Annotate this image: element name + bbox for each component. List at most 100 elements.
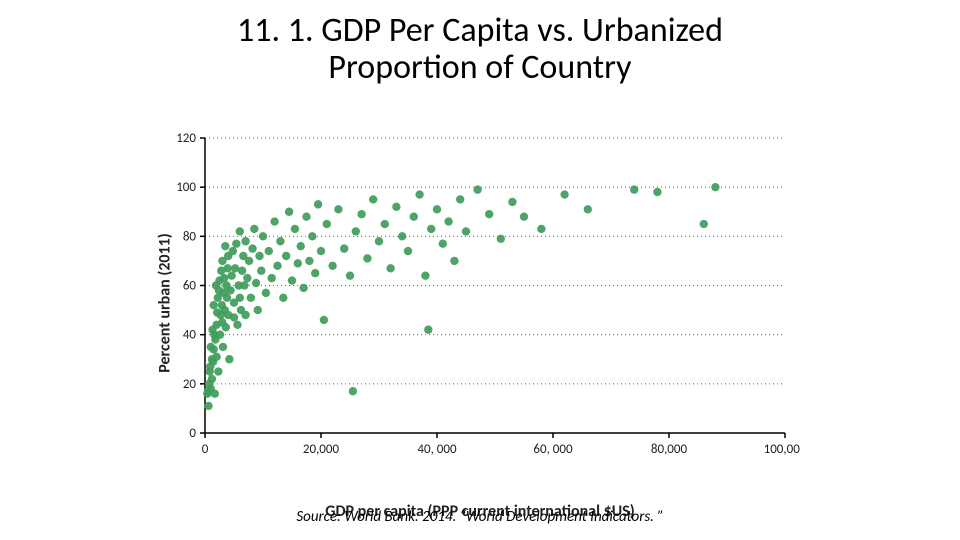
data-point — [225, 355, 233, 363]
data-point — [276, 237, 284, 245]
y-tick-label: 20 — [183, 377, 197, 392]
data-point — [485, 210, 493, 218]
data-point — [421, 271, 429, 279]
data-point — [323, 220, 331, 228]
data-point — [270, 217, 278, 225]
y-axis-label: Percent urban (2011) — [155, 233, 174, 373]
data-point — [302, 212, 310, 220]
data-point — [340, 244, 348, 252]
data-point — [241, 311, 249, 319]
data-point — [243, 274, 251, 282]
data-point — [349, 387, 357, 395]
data-point — [317, 247, 325, 255]
data-point — [233, 321, 241, 329]
slide-title: 11. 1. GDP Per Capita vs. Urbanized Prop… — [0, 12, 960, 87]
data-point — [259, 232, 267, 240]
data-point — [392, 203, 400, 211]
data-point — [241, 237, 249, 245]
y-tick-label: 120 — [176, 131, 196, 146]
data-point — [257, 267, 265, 275]
data-point — [211, 389, 219, 397]
y-tick-label: 40 — [183, 328, 197, 343]
data-point — [320, 316, 328, 324]
data-point — [299, 284, 307, 292]
scatter-chart: Percent urban (2011) 0 20 40 60 80 100 120 0 20,… — [150, 130, 810, 475]
data-point — [223, 294, 231, 302]
title-line-2: Proportion of Country — [328, 47, 631, 88]
data-point — [508, 198, 516, 206]
data-point — [352, 227, 360, 235]
x-tick-label: 0 — [202, 442, 209, 457]
data-point — [346, 271, 354, 279]
data-point — [398, 232, 406, 240]
data-point — [236, 294, 244, 302]
data-point — [219, 343, 227, 351]
y-tick-label: 100 — [176, 180, 196, 195]
data-point — [297, 242, 305, 250]
data-point — [210, 301, 218, 309]
data-point — [537, 225, 545, 233]
data-point — [311, 269, 319, 277]
data-point — [254, 306, 262, 314]
data-point — [210, 345, 218, 353]
data-point — [208, 375, 216, 383]
data-point — [250, 225, 258, 233]
data-point — [227, 271, 235, 279]
data-point — [375, 237, 383, 245]
x-tick-label: 40, 000 — [417, 442, 457, 457]
data-point — [294, 259, 302, 267]
data-point — [252, 279, 260, 287]
data-point — [328, 262, 336, 270]
data-point — [240, 281, 248, 289]
x-tick-label: 60, 000 — [533, 442, 573, 457]
data-point — [415, 190, 423, 198]
data-point — [410, 212, 418, 220]
data-point — [308, 232, 316, 240]
data-point — [245, 257, 253, 265]
y-tick-label: 80 — [183, 229, 197, 244]
x-tick-label: 20,000 — [303, 442, 340, 457]
data-point — [262, 289, 270, 297]
data-point — [473, 185, 481, 193]
data-point — [462, 227, 470, 235]
data-point — [282, 252, 290, 260]
data-point — [221, 242, 229, 250]
data-point — [220, 274, 228, 282]
data-point — [653, 188, 661, 196]
data-point — [305, 257, 313, 265]
source-citation: Source: World Bank. 2014. “World Develop… — [0, 508, 960, 526]
data-point — [711, 183, 719, 191]
data-point — [232, 240, 240, 248]
data-point — [247, 294, 255, 302]
data-point — [273, 262, 281, 270]
data-point — [236, 227, 244, 235]
data-point — [357, 210, 365, 218]
data-point — [204, 402, 212, 410]
data-point — [285, 208, 293, 216]
data-point — [255, 252, 263, 260]
data-point — [288, 276, 296, 284]
y-tick-label: 60 — [183, 279, 197, 294]
data-point — [291, 225, 299, 233]
data-point — [223, 264, 231, 272]
data-point — [222, 323, 230, 331]
data-point — [560, 190, 568, 198]
data-point — [630, 185, 638, 193]
title-line-1: 11. 1. GDP Per Capita vs. Urbanized — [237, 10, 723, 51]
data-point — [238, 267, 246, 275]
data-point — [248, 244, 256, 252]
data-point — [369, 195, 377, 203]
data-point — [433, 205, 441, 213]
data-point — [334, 205, 342, 213]
data-point — [279, 294, 287, 302]
data-point — [439, 240, 447, 248]
data-point — [450, 257, 458, 265]
data-point — [314, 200, 322, 208]
data-point — [214, 367, 222, 375]
data-point — [381, 220, 389, 228]
data-point — [363, 254, 371, 262]
data-point — [230, 313, 238, 321]
data-point — [226, 286, 234, 294]
y-tick-label: 0 — [189, 426, 196, 441]
data-point — [444, 217, 452, 225]
